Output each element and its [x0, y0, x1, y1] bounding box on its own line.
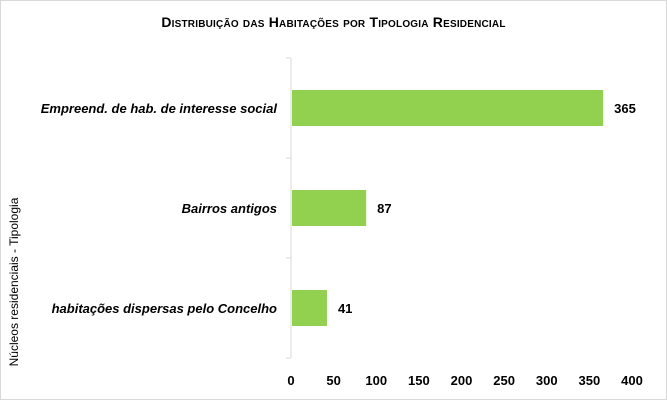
axes: 0 50 100 150 200 250 300 350 400 Núcleos residenc…: [7, 57, 643, 388]
y-axis-title: Núcleos residenciais - Tipologia: [7, 197, 21, 366]
data-label: 87: [377, 201, 391, 216]
category-label: Empreend. de hab. de interesse social: [41, 101, 278, 116]
bar: [292, 190, 367, 226]
x-tick-label: 50: [326, 373, 340, 388]
x-tick-label: 100: [365, 373, 387, 388]
x-tick-label: 350: [579, 373, 601, 388]
labels: 365 Empreend. de hab. de interesse social…: [41, 101, 636, 316]
category-label: habitações dispersas pelo Concelho: [52, 301, 277, 316]
data-label: 41: [338, 301, 352, 316]
category-label: Bairros antigos: [182, 201, 277, 216]
chart-title: Distribuição das Habitações por Tipologi…: [161, 14, 506, 30]
x-tick-label: 0: [287, 373, 294, 388]
x-tick-label: 400: [621, 373, 643, 388]
data-label: 365: [614, 101, 636, 116]
x-tick-label: 250: [493, 373, 515, 388]
bars: [292, 90, 604, 326]
x-tick-label: 150: [408, 373, 430, 388]
bar: [292, 290, 327, 326]
x-tick-label: 300: [536, 373, 558, 388]
bar: [292, 90, 604, 126]
x-tick-label: 200: [451, 373, 473, 388]
